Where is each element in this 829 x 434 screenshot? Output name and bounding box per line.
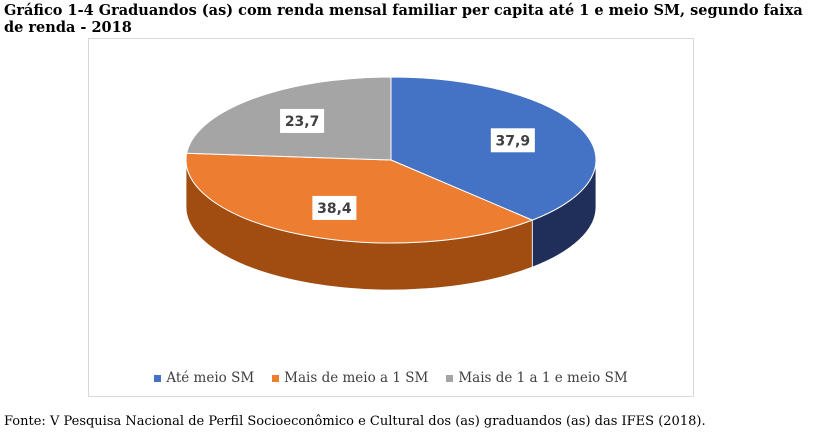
pie-slice	[185, 152, 534, 244]
legend-swatch	[272, 374, 280, 382]
chart-area: 37,9 38,4 23,7 Até meio SM Mais de meio a 1…	[88, 38, 694, 397]
data-label-box	[280, 108, 325, 133]
legend-label: Mais de meio a 1 SM	[284, 370, 429, 386]
legend-item: Até meio SM	[154, 370, 254, 386]
chart-title: Gráfico 1-4 Graduandos (as) com renda me…	[4, 2, 803, 36]
chart-legend: Até meio SM Mais de meio a 1 SM Mais de 1 …	[89, 370, 693, 386]
data-label-text: 23,7	[285, 114, 320, 130]
legend-label: Mais de 1 a 1 e meio SM	[458, 370, 628, 386]
data-label-box	[312, 195, 357, 220]
data-label-text: 37,9	[496, 133, 531, 149]
data-label-text: 38,4	[317, 201, 352, 217]
legend-swatch	[446, 374, 454, 382]
data-label: 23,7	[280, 108, 325, 133]
legend-label: Até meio SM	[166, 370, 255, 386]
data-label-box	[490, 128, 535, 153]
legend-item: Mais de meio a 1 SM	[272, 370, 428, 386]
source-note: Fonte: V Pesquisa Nacional de Perfil Soc…	[4, 414, 706, 429]
legend-swatch	[154, 374, 162, 382]
data-label: 38,4	[312, 195, 357, 220]
pie-chart: 37,9 38,4 23,7	[185, 76, 597, 291]
legend-item: Mais de 1 a 1 e meio SM	[446, 370, 628, 386]
data-label: 37,9	[490, 128, 535, 153]
